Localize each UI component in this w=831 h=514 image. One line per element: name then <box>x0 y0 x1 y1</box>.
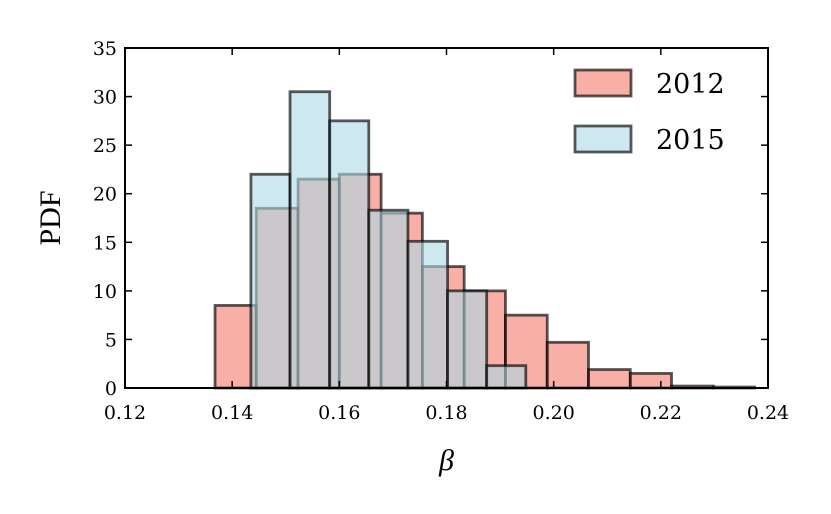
bar-2015-1 <box>288 90 332 390</box>
legend-swatch-2015 <box>573 124 633 154</box>
legend-label-2015: 2015 <box>656 125 725 156</box>
bar-2012-9 <box>587 368 632 390</box>
bar-2015-2 <box>328 119 371 390</box>
x-tick-label: 0.14 <box>211 402 253 424</box>
bar-2015-5 <box>446 289 489 390</box>
y-tick-label: 30 <box>93 87 117 109</box>
bar-2015-3 <box>367 208 410 390</box>
x-tick-label: 0.24 <box>747 402 789 424</box>
y-tick-label: 0 <box>105 378 117 400</box>
y-tick-label: 10 <box>93 281 117 303</box>
x-tick-label: 0.12 <box>104 402 146 424</box>
y-tick-label: 15 <box>93 232 117 254</box>
legend: 2012 2015 <box>573 68 725 156</box>
x-tick-label: 0.16 <box>318 402 360 424</box>
bar-2015-4 <box>406 239 449 390</box>
y-tick-label: 35 <box>93 38 117 60</box>
bar-2015-6 <box>485 364 528 390</box>
x-tick-label: 0.22 <box>640 402 682 424</box>
bars-layer <box>213 90 757 390</box>
x-tick-label: 0.20 <box>533 402 575 424</box>
x-tick-label: 0.18 <box>425 402 467 424</box>
ticks-layer: 0.12 0.14 0.16 0.18 0.20 0.22 0.24 0 5 10 15 20 25 30… <box>93 38 789 424</box>
legend-label-2012: 2012 <box>656 69 725 100</box>
bar-2015-0 <box>249 172 292 390</box>
y-tick-label: 20 <box>93 184 117 206</box>
y-tick-label: 5 <box>105 329 117 351</box>
bar-2012-10 <box>628 372 673 390</box>
legend-swatch-2012 <box>573 68 633 98</box>
y-tick-label: 25 <box>93 135 117 157</box>
y-axis-label: PDF <box>34 190 67 245</box>
x-axis-label: β <box>438 444 454 477</box>
